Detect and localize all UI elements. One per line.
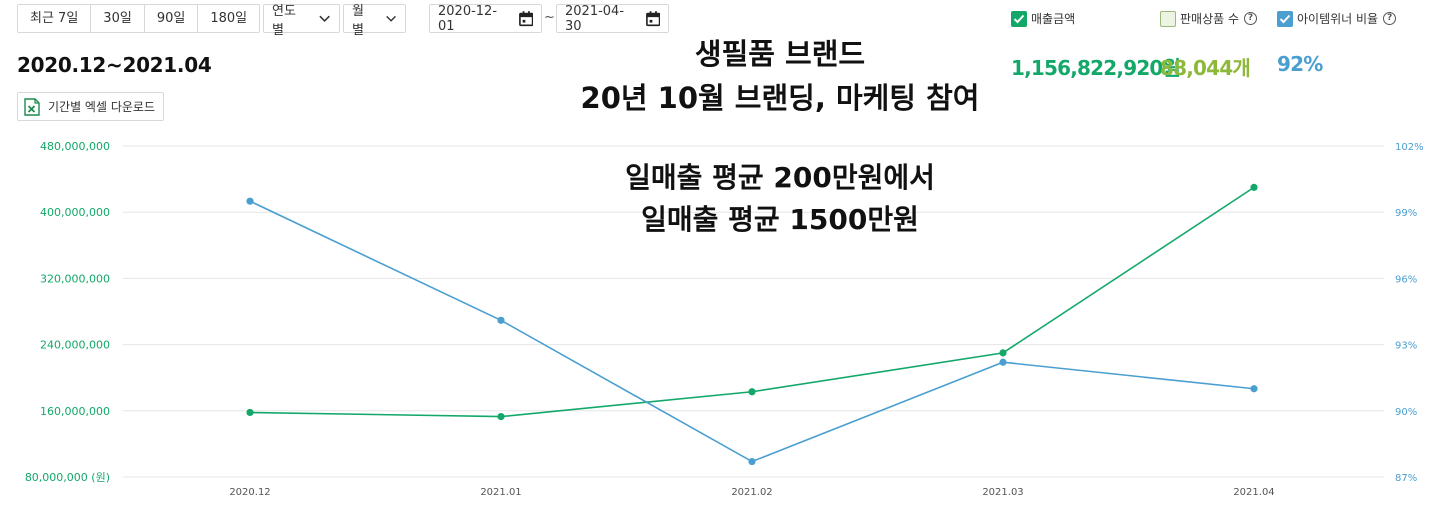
start-date-value: 2020-12-01	[438, 3, 498, 34]
left-tick-label: 80,000,000 (원)	[25, 471, 110, 484]
data-point-winner	[999, 358, 1007, 366]
winner-total: 92%	[1277, 52, 1323, 76]
right-tick-label: 102%	[1395, 142, 1424, 153]
right-axis: 87% 90% 93% 96% 99% 102%	[1395, 142, 1424, 484]
left-tick-label: 160,000,000	[40, 405, 110, 418]
products-total: 88,044개	[1160, 56, 1251, 80]
help-circle-icon[interactable]: ?	[1244, 12, 1258, 25]
x-tick-label: 2020.12	[229, 487, 270, 498]
data-point-winner	[497, 316, 505, 324]
month-select[interactable]: 월별	[343, 4, 406, 38]
x-axis: 2020.12 2021.01 2021.02 2021.03 2021.04	[229, 487, 1274, 498]
data-point-sales	[246, 408, 254, 417]
end-date-value: 2021-04-30	[565, 3, 625, 34]
left-tick-label: 400,000,000	[40, 206, 110, 219]
range-button-group: 최근 7일 30일 90일 180일	[17, 4, 261, 33]
sales-total: 1,156,822,920원	[1011, 56, 1181, 80]
x-tick-label: 2021.03	[982, 487, 1023, 498]
calendar-icon[interactable]	[645, 10, 661, 27]
range-90d-button[interactable]: 90일	[145, 5, 199, 32]
left-tick-label: 240,000,000	[40, 339, 110, 352]
data-point-sales	[497, 412, 505, 421]
products-checkbox[interactable]: 판매상품 수 ?	[1160, 10, 1258, 27]
annotation-line-1: 생필품 브랜드	[694, 37, 866, 71]
data-point-winner	[246, 197, 254, 205]
winner-legend-label: 아이템위너 비율	[1297, 12, 1379, 26]
annotation-line-2: 20년 10월 브랜딩, 마케팅 참여	[580, 81, 980, 115]
left-tick-label: 480,000,000	[40, 140, 110, 153]
right-tick-label: 96%	[1395, 274, 1417, 285]
right-tick-label: 87%	[1395, 473, 1417, 484]
data-point-winner	[1250, 385, 1258, 393]
start-date-input[interactable]: 2020-12-01	[429, 3, 542, 34]
annotation-sales: 일매출 평균 200만원에서 일매출 평균 1500만원	[560, 157, 1000, 241]
calendar-icon[interactable]	[518, 10, 534, 27]
right-tick-label: 99%	[1395, 208, 1417, 219]
data-point-sales	[1250, 183, 1258, 191]
right-tick-label: 93%	[1395, 341, 1417, 352]
range-7d-button[interactable]: 최근 7일	[18, 5, 92, 32]
x-tick-label: 2021.02	[731, 487, 772, 498]
products-legend-label: 판매상품 수	[1180, 12, 1240, 26]
winner-checkbox[interactable]: 아이템위너 비율 ?	[1277, 10, 1397, 27]
annotation-brand: 생필품 브랜드 20년 10월 브랜딩, 마케팅 참여	[560, 32, 1000, 120]
range-180d-button[interactable]: 180일	[210, 11, 248, 26]
data-point-sales	[748, 388, 756, 396]
annotation-line-3: 일매출 평균 200만원에서	[625, 161, 935, 194]
x-tick-label: 2021.01	[480, 487, 521, 498]
chevron-down-icon	[386, 15, 396, 22]
unchecked-box-icon	[1160, 10, 1176, 27]
date-separator: ~	[544, 10, 555, 25]
x-tick-label: 2021.04	[1233, 487, 1274, 498]
check-icon	[1011, 10, 1027, 27]
excel-icon	[24, 97, 40, 116]
range-30d-button[interactable]: 30일	[91, 5, 145, 32]
year-select-label: 연도별	[272, 3, 296, 38]
end-date-input[interactable]: 2021-04-30	[556, 3, 669, 34]
grid-lines	[123, 145, 1384, 478]
year-select[interactable]: 연도별	[263, 4, 340, 38]
data-point-sales	[999, 349, 1007, 357]
data-point-winner	[748, 457, 756, 466]
month-select-label: 월별	[352, 3, 364, 38]
check-icon	[1277, 10, 1293, 27]
excel-download-label: 기간별 엑셀 다운로드	[48, 100, 155, 114]
chevron-down-icon	[319, 15, 330, 22]
annotation-line-4: 일매출 평균 1500만원	[641, 203, 919, 236]
right-tick-label: 90%	[1395, 407, 1417, 418]
left-axis: 80,000,000 (원) 160,000,000 240,000,000 320,…	[25, 140, 110, 484]
sales-legend-label: 매출금액	[1031, 12, 1076, 26]
period-label: 2020.12~2021.04	[17, 53, 212, 77]
left-tick-label: 320,000,000	[40, 272, 110, 285]
excel-download-button[interactable]: 기간별 엑셀 다운로드	[17, 92, 164, 121]
sales-checkbox[interactable]: 매출금액	[1011, 10, 1075, 27]
help-circle-icon[interactable]: ?	[1383, 12, 1397, 25]
series-layer	[246, 183, 1258, 466]
